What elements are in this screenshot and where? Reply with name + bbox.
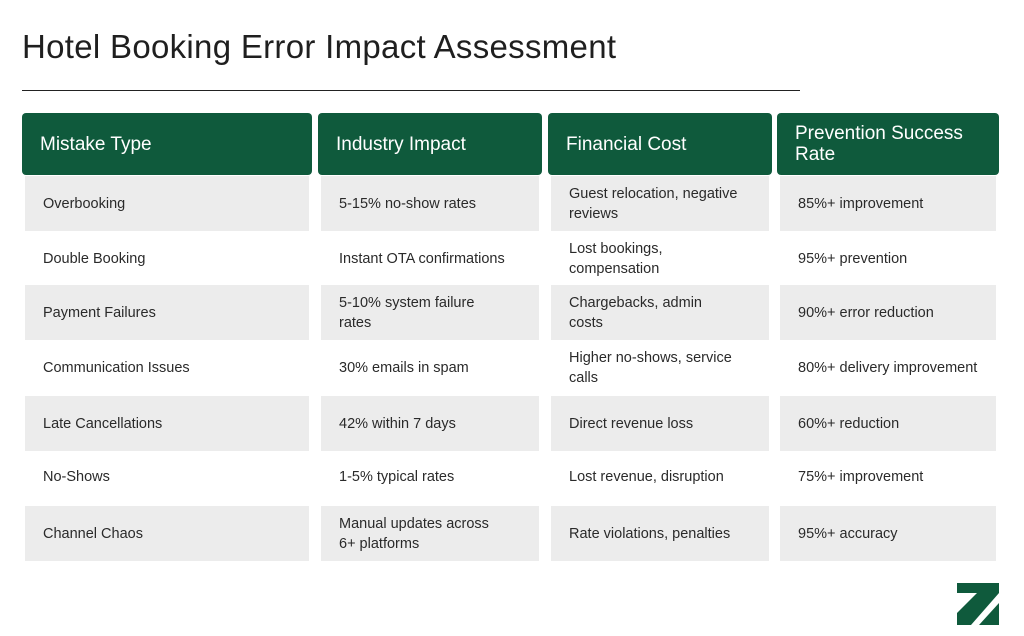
brand-logo-icon (957, 583, 999, 625)
cell-prevention-rate: 60%+ reduction (780, 396, 996, 451)
cell-prevention-rate: 90%+ error reduction (780, 285, 996, 340)
cell-industry-impact: 5-10% system failure rates (321, 285, 539, 340)
page-title: Hotel Booking Error Impact Assessment (22, 28, 617, 65)
cell-mistake-type: Payment Failures (25, 285, 309, 340)
cell-industry-impact: 42% within 7 days (321, 396, 539, 451)
header-mistake-type: Mistake Type (22, 113, 312, 175)
cell-financial-cost: Guest relocation, negative reviews (551, 176, 769, 231)
title-divider (22, 90, 800, 91)
cell-financial-cost: Rate violations, penalties (551, 506, 769, 561)
cell-prevention-rate: 75%+ improvement (798, 468, 924, 485)
cell-financial-cost: Lost revenue, disruption (569, 468, 724, 485)
header-industry-impact: Industry Impact (318, 113, 542, 175)
cell-mistake-type: Channel Chaos (25, 506, 309, 561)
cell-financial-cost: Lost bookings, compensation (569, 240, 663, 277)
cell-prevention-rate: 95%+ prevention (798, 250, 908, 267)
cell-mistake-type: Double Booking (43, 250, 146, 267)
cell-industry-impact: Manual updates across 6+ platforms (321, 506, 539, 561)
cell-mistake-type: Communication Issues (43, 359, 190, 376)
cell-prevention-rate: 80%+ delivery improvement (798, 359, 978, 376)
cell-prevention-rate: 95%+ accuracy (780, 506, 996, 561)
cell-financial-cost: Chargebacks, admin costs (551, 285, 769, 340)
header-financial-cost: Financial Cost (548, 113, 772, 175)
cell-industry-impact: Instant OTA confirmations (339, 250, 505, 267)
cell-financial-cost: Direct revenue loss (551, 396, 769, 451)
cell-industry-impact: 1-5% typical rates (339, 468, 455, 485)
cell-financial-cost: Higher no-shows, service calls (569, 349, 732, 386)
cell-industry-impact: 5-15% no-show rates (321, 176, 539, 231)
cell-mistake-type: No-Shows (43, 468, 110, 485)
cell-mistake-type: Late Cancellations (25, 396, 309, 451)
cell-mistake-type: Overbooking (25, 176, 309, 231)
cell-prevention-rate: 85%+ improvement (780, 176, 996, 231)
header-prevention-rate: Prevention Success Rate (777, 113, 999, 175)
cell-industry-impact: 30% emails in spam (339, 359, 469, 376)
